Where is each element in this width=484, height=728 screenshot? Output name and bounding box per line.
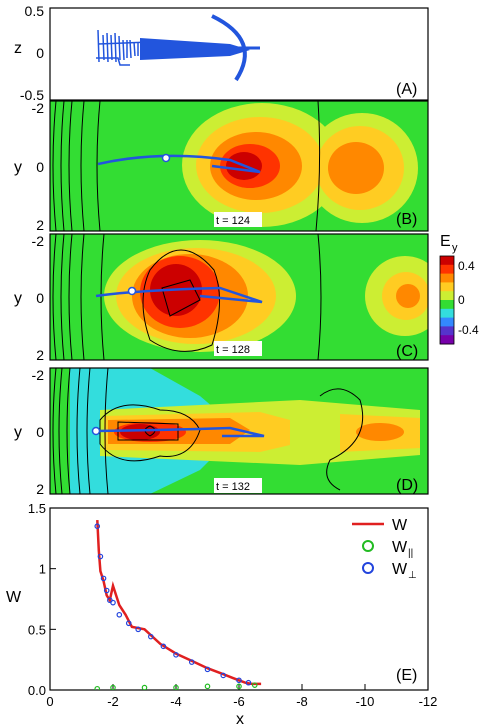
series-w-perp-point [116,611,123,618]
series-w-perp-point [160,643,167,650]
colorbar-cell [440,273,454,283]
series-w-perp-point [110,599,116,606]
x-tick-label: -8 [296,694,308,709]
y-tick-label: 1.5 [28,501,46,516]
series-w-perp-point [188,659,195,665]
panel-e-ylabel: W [6,589,22,606]
x-tick-label: -10 [356,694,375,709]
series-w-perp-point [125,620,132,627]
series-w-perp-point [236,677,242,684]
trajectory-xz [96,14,260,82]
legend-label-sub: ⊥ [408,570,417,581]
legend-swatch-circle [362,562,374,574]
x-tick-label: -4 [170,694,182,709]
colorbar-cell [440,300,454,310]
legend-label: W [392,539,408,556]
panel-d-ytick: 0 [36,424,44,440]
x-tick-label: -2 [107,694,119,709]
panel-b-ytick: 2 [36,217,44,233]
y-tick-label: 0.5 [28,622,46,637]
colorbar-cell [440,326,454,336]
legend-label: W [392,561,408,578]
x-tick-label: 0 [46,694,53,709]
colorbar-tick: 0.4 [458,259,475,273]
panel-e-xlabel: x [236,711,244,728]
colorbar-tick: -0.4 [458,323,479,337]
panel-b-label: (B) [396,211,417,228]
panel-e-ticks: 0 -2 -4 -6 -8 -10 -12 1.5 1 0.5 0.0 [28,501,437,709]
panel-b-ytick: -2 [32,100,45,116]
series-w-perp-point [220,672,227,679]
colorbar-cell [440,291,454,301]
series-w-par-point [110,684,116,690]
series-w-perp-point [100,575,107,582]
panel-c-time: t = 128 [216,344,250,356]
panel-c-ylabel: y [14,290,22,307]
colorbar-cells [440,256,454,345]
panel-b-ytick: 0 [36,159,44,175]
panel-d-time: t = 132 [216,481,250,493]
panel-c: t = 128 y -2 0 2 (C) [14,233,429,363]
series-w-par-point [236,683,242,690]
panel-c-ytick: 2 [36,347,44,363]
colorbar-cell [440,282,454,292]
colorbar-cell [440,317,454,327]
panel-d-ytick: 2 [36,481,44,497]
panel-a-label: (A) [396,81,417,98]
series-w-perp-point [204,666,211,673]
panel-d-label: (D) [396,477,418,494]
colorbar-tick: 0 [458,293,465,307]
field-map-d [50,368,428,494]
panel-a: z 0.5 0 -0.5 (A) [14,3,429,103]
field-map-c [50,234,428,360]
panel-d-ylabel: y [14,424,22,441]
series-w-par-point [173,684,179,690]
series-w-perp-point [148,633,154,640]
panel-d-ytick: -2 [32,367,45,383]
y-tick-label: 0.0 [28,683,46,698]
panel-a-ytick: -0.5 [20,87,44,103]
panel-e-series [94,520,262,690]
legend-label: W [392,517,408,534]
legend: WW ||W ⊥ [352,517,417,581]
series-w-perp-point [103,587,110,594]
panel-c-ytick: 0 [36,290,44,306]
series-w-perp-point [94,523,101,530]
colorbar: E y 0.4 0 -0.4 [439,233,479,345]
legend-swatch-circle [362,540,374,552]
series-w-par-point [141,684,148,690]
colorbar-cell [440,335,454,345]
legend-label-sub: || [408,548,413,559]
panel-a-ytick: 0.5 [25,3,45,19]
panel-c-ytick: -2 [32,233,45,249]
panel-b-time: t = 124 [216,215,250,227]
series-w-perp-point [245,679,252,686]
series-w-perp-point [135,626,142,633]
panel-a-ytick: 0 [36,45,44,61]
panel-a-ylabel: z [14,40,22,57]
series-w-perp-point [173,652,179,658]
colorbar-cell [440,264,454,275]
panel-b-ylabel: y [14,159,22,176]
colorbar-cell [440,256,454,266]
x-tick-label: -6 [233,694,245,709]
field-map-b [50,101,428,231]
y-tick-label: 1 [39,562,46,577]
series-w-par-point [251,682,258,688]
series-w-par-point [94,685,101,690]
colorbar-title: E [440,233,451,250]
panel-b: t = 124 y -2 0 2 (B) [14,100,429,233]
panel-c-label: (C) [396,343,418,360]
series-w-par-point [204,683,211,690]
panel-e-label: (E) [396,667,417,684]
series-w-perp-point [97,553,104,560]
x-tick-label: -12 [419,694,438,709]
panel-e: 0 -2 -4 -6 -8 -10 -121.510.50.0 W x (E) WW ||W ⊥ [6,501,437,728]
panel-d: t = 132 y -2 0 2 (D) [14,367,429,497]
colorbar-title-sub: y [452,242,458,254]
colorbar-cell [440,308,454,319]
